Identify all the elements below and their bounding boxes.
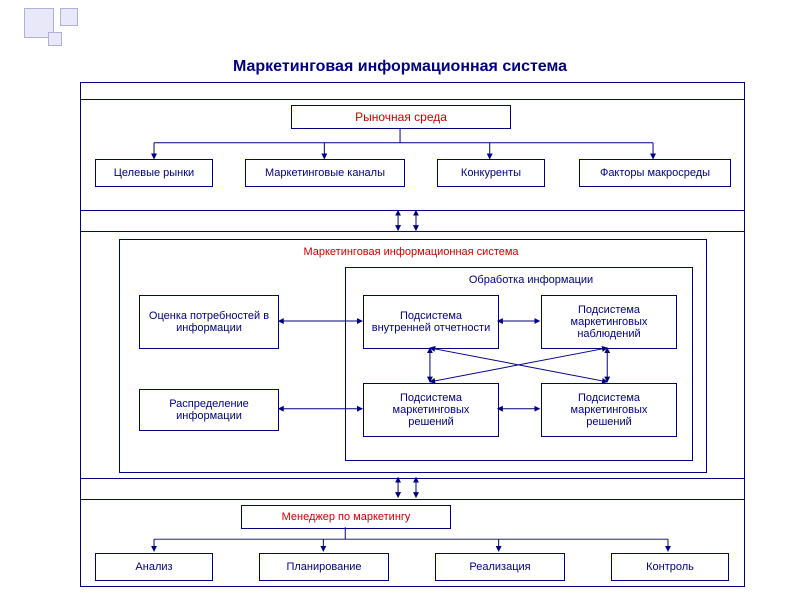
box-market_env: Рыночная среда [291, 105, 511, 129]
box-decisions2: Подсистема маркетинговых решений [541, 383, 677, 437]
box-control: Контроль [611, 553, 729, 581]
box-mis_title: Маркетинговая информационная система [281, 243, 541, 261]
box-manager: Менеджер по маркетингу [241, 505, 451, 529]
box-decisions1: Подсистема маркетинговых решений [363, 383, 499, 437]
page-title: Маркетинговая информационная система [0, 58, 800, 76]
box-distrib: Распределение информации [139, 389, 279, 431]
box-observ: Подсистема маркетинговых наблюдений [541, 295, 677, 349]
box-macro: Факторы макросреды [579, 159, 731, 187]
box-needs: Оценка потребностей в информации [139, 295, 279, 349]
decor-square-2 [60, 8, 78, 26]
box-channels: Маркетинговые каналы [245, 159, 405, 187]
outer-frame: Рыночная среда Целевые рынки Маркетинговые… [80, 82, 745, 587]
box-proc_title: Обработка информации [441, 271, 621, 289]
box-internal: Подсистема внутренней отчетности [363, 295, 499, 349]
decor-square-3 [48, 32, 62, 46]
box-planning: Планирование [259, 553, 389, 581]
box-target: Целевые рынки [95, 159, 213, 187]
box-analysis: Анализ [95, 553, 213, 581]
box-realization: Реализация [435, 553, 565, 581]
box-competitors: Конкуренты [437, 159, 545, 187]
